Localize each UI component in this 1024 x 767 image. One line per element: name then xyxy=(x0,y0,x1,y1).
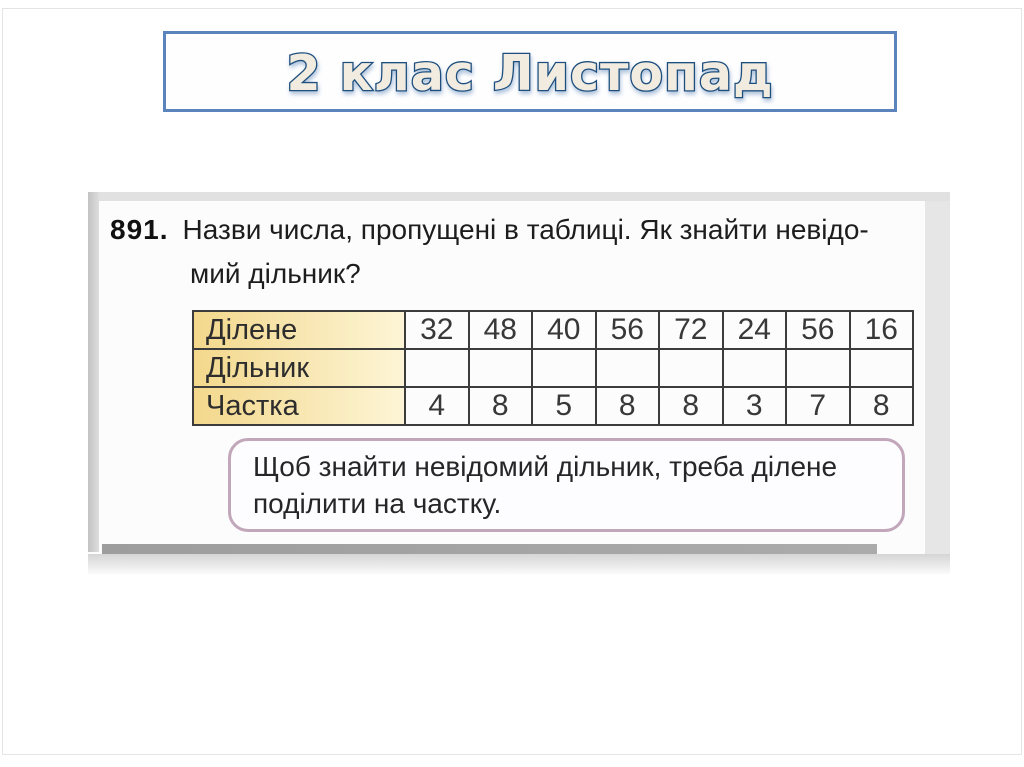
table-cell xyxy=(721,348,787,388)
table-cell: 8 xyxy=(658,386,724,426)
table-cell: 72 xyxy=(658,310,724,350)
problem-number: 891. xyxy=(110,214,169,245)
table-cell: 8 xyxy=(467,386,533,426)
problem-statement: 891. Назви числа, пропущені в таблиці. Як… xyxy=(110,208,930,296)
table-row: Ділене 32 48 40 56 72 24 56 16 xyxy=(192,310,914,350)
table-cell: 8 xyxy=(594,386,660,426)
table-cell: 5 xyxy=(531,386,597,426)
table-cell: 7 xyxy=(785,386,851,426)
rule-note-line-2: поділити на частку. xyxy=(253,488,502,519)
title-wordart: 2 клас Листопад xyxy=(285,43,774,103)
table-row: Дільник xyxy=(192,348,914,388)
division-table-body: Ділене 32 48 40 56 72 24 56 16 Дільник Частка 4 8 5 8 8… xyxy=(192,310,914,426)
scan-edge-left xyxy=(88,192,99,552)
row-label: Частка xyxy=(192,386,406,426)
table-cell xyxy=(404,348,470,388)
table-cell xyxy=(848,348,914,388)
scan-edge-top xyxy=(98,192,950,201)
row-label: Ділене xyxy=(192,310,406,350)
table-cell: 8 xyxy=(848,386,914,426)
table-cell: 48 xyxy=(467,310,533,350)
table-cell xyxy=(467,348,533,388)
rule-note-box: Щоб знайти невідомий дільник, треба діле… xyxy=(228,438,905,532)
table-cell: 24 xyxy=(721,310,787,350)
rule-note-line-1: Щоб знайти невідомий дільник, треба діле… xyxy=(253,451,838,482)
table-cell: 56 xyxy=(785,310,851,350)
problem-line-1: 891. Назви числа, пропущені в таблиці. Як… xyxy=(110,208,930,252)
table-cell: 32 xyxy=(404,310,470,350)
table-cell: 4 xyxy=(404,386,470,426)
problem-text-line-2: мий дільник? xyxy=(190,258,361,289)
scan-page-shadow-bar xyxy=(102,544,877,554)
division-table: Ділене 32 48 40 56 72 24 56 16 Дільник Частка 4 8 5 8 8… xyxy=(192,310,914,426)
table-cell: 56 xyxy=(594,310,660,350)
table-cell: 16 xyxy=(848,310,914,350)
scan-edge-right xyxy=(925,201,950,556)
row-label: Дільник xyxy=(192,348,406,388)
slide-title: 2 клас Листопад xyxy=(286,45,773,102)
table-cell: 3 xyxy=(721,386,787,426)
title-box: 2 клас Листопад xyxy=(163,31,897,112)
table-cell: 40 xyxy=(531,310,597,350)
table-row: Частка 4 8 5 8 8 3 7 8 xyxy=(192,386,914,426)
problem-text-line-1: Назви числа, пропущені в таблиці. Як зна… xyxy=(182,214,869,245)
table-cell xyxy=(785,348,851,388)
table-cell xyxy=(594,348,660,388)
table-cell xyxy=(658,348,724,388)
scan-bottom-fade xyxy=(88,554,950,574)
textbook-scan-image: 891. Назви числа, пропущені в таблиці. Як… xyxy=(88,192,950,574)
table-cell xyxy=(531,348,597,388)
